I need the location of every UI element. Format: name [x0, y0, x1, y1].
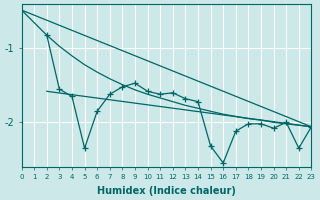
X-axis label: Humidex (Indice chaleur): Humidex (Indice chaleur) — [97, 186, 236, 196]
